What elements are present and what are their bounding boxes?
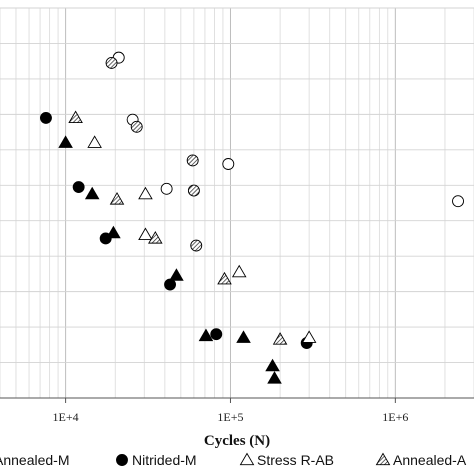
data-point-annealed-ab [109, 192, 125, 205]
x-axis-title: Cycles (N) [204, 433, 270, 449]
data-points [40, 51, 464, 384]
legend: Annealed-M Nitrided-M Stress R-AB Annealed-… [0, 452, 467, 468]
data-point-stress-r-ab [301, 330, 317, 343]
data-point-nitrided-m [72, 181, 85, 193]
data-point-nitrided-ab [106, 225, 121, 239]
data-point-stress-r-m [130, 120, 143, 133]
data-point-stress-r-m [186, 154, 199, 167]
data-point-nitrided-ab [236, 330, 251, 343]
x-tick-label: 1E+6 [382, 410, 408, 424]
data-point-nitrided-ab [58, 135, 73, 148]
data-point-stress-r-ab [138, 227, 153, 241]
data-point-nitrided-m [210, 328, 223, 341]
plot-grid [0, 7, 474, 399]
x-tick-label: 1E+5 [217, 410, 243, 424]
data-point-nitrided-m [164, 278, 176, 291]
data-point-nitrided-m [40, 111, 52, 124]
data-point-annealed-ab [217, 271, 232, 285]
data-point-annealed-m [222, 158, 235, 170]
x-tick-labels: 1E+4 1E+5 1E+6 [53, 410, 409, 424]
data-point-annealed-m [452, 195, 464, 208]
data-point-nitrided-ab [169, 268, 184, 281]
legend-marker-annealed-ab [375, 452, 391, 466]
plot-axes [0, 397, 474, 403]
legend-label-annealed-ab: Annealed-A [393, 452, 467, 468]
legend-label-nitrided-m: Nitrided-M [132, 452, 197, 468]
data-point-annealed-m [160, 182, 173, 195]
legend-marker-stress-r-ab [239, 452, 255, 466]
data-point-stress-r-ab [87, 135, 102, 148]
data-point-annealed-ab [148, 231, 163, 244]
data-point-annealed-ab [272, 332, 288, 345]
legend-marker-nitrided-m [116, 454, 128, 466]
data-point-stress-r-m [187, 184, 200, 197]
data-point-nitrided-ab [265, 358, 280, 372]
legend-label-annealed-m: Annealed-M [0, 452, 70, 468]
data-point-nitrided-ab [267, 371, 282, 384]
legend-label-stress-r-ab: Stress R-AB [257, 452, 334, 468]
data-point-stress-r-ab [231, 264, 247, 278]
data-point-stress-r-ab [138, 186, 153, 200]
data-point-nitrided-ab [84, 186, 100, 200]
data-point-annealed-ab [68, 110, 83, 124]
x-tick-label: 1E+4 [53, 410, 79, 424]
data-point-nitrided-ab [198, 328, 214, 342]
data-point-stress-r-m [190, 239, 203, 252]
data-point-stress-r-m [105, 57, 118, 69]
